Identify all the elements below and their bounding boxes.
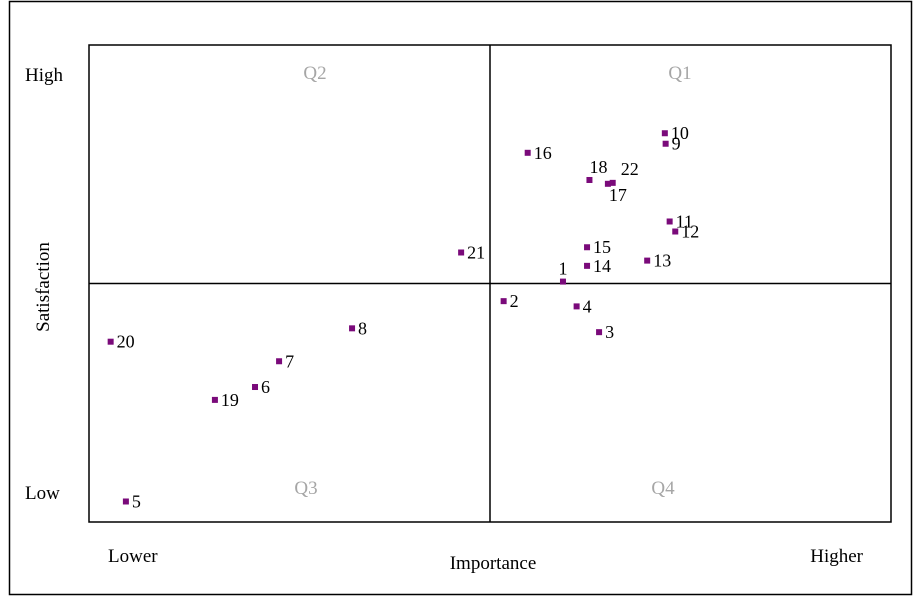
x-axis-title: Importance [450, 553, 537, 574]
x-axis-higher-label: Higher [810, 546, 863, 567]
point-marker-12 [672, 228, 679, 235]
point-marker-2 [500, 298, 507, 305]
point-label-8: 8 [358, 318, 367, 338]
point-marker-6 [252, 384, 259, 391]
point-label-22: 22 [621, 159, 639, 179]
point-marker-18 [586, 176, 593, 183]
x-axis-lower-label: Lower [108, 546, 158, 567]
point-label-7: 7 [285, 351, 294, 371]
point-label-6: 6 [261, 377, 270, 397]
point-marker-20 [107, 338, 114, 345]
point-label-17: 17 [609, 185, 627, 205]
point-marker-7 [276, 358, 283, 365]
quadrant-label-q2: Q2 [303, 63, 326, 84]
y-axis-low-label: Low [25, 483, 60, 504]
quadrant-label-q4: Q4 [651, 478, 675, 499]
point-label-4: 4 [583, 296, 592, 316]
point-marker-17 [604, 180, 611, 187]
point-label-16: 16 [534, 143, 552, 163]
point-label-15: 15 [593, 237, 611, 257]
point-label-18: 18 [589, 157, 607, 177]
y-axis-high-label: High [25, 65, 64, 86]
point-label-2: 2 [510, 291, 519, 311]
point-marker-10 [661, 130, 668, 137]
point-label-21: 21 [467, 242, 485, 262]
point-label-10: 10 [671, 123, 689, 143]
point-label-1: 1 [558, 259, 567, 279]
point-marker-11 [666, 218, 673, 225]
point-marker-19 [211, 396, 218, 403]
point-marker-3 [596, 329, 603, 336]
point-marker-14 [584, 262, 591, 269]
point-marker-13 [644, 257, 651, 264]
point-label-3: 3 [605, 322, 614, 342]
point-marker-16 [524, 149, 531, 156]
point-marker-15 [584, 244, 591, 251]
point-label-13: 13 [653, 251, 671, 271]
point-marker-21 [458, 249, 465, 256]
quadrant-label-q1: Q1 [668, 63, 691, 84]
point-label-5: 5 [132, 491, 141, 511]
point-marker-22 [609, 179, 616, 186]
point-label-14: 14 [593, 256, 611, 276]
point-label-20: 20 [117, 332, 135, 352]
point-label-11: 11 [676, 211, 693, 231]
quadrant-label-q3: Q3 [294, 478, 317, 499]
point-label-12: 12 [681, 222, 699, 242]
point-marker-1 [559, 278, 566, 285]
point-marker-5 [122, 498, 129, 505]
point-marker-8 [349, 325, 356, 332]
point-marker-4 [573, 303, 580, 310]
y-axis-title: Satisfaction [33, 242, 54, 332]
point-label-19: 19 [221, 390, 239, 410]
point-label-9: 9 [672, 134, 681, 154]
point-marker-9 [662, 140, 669, 147]
